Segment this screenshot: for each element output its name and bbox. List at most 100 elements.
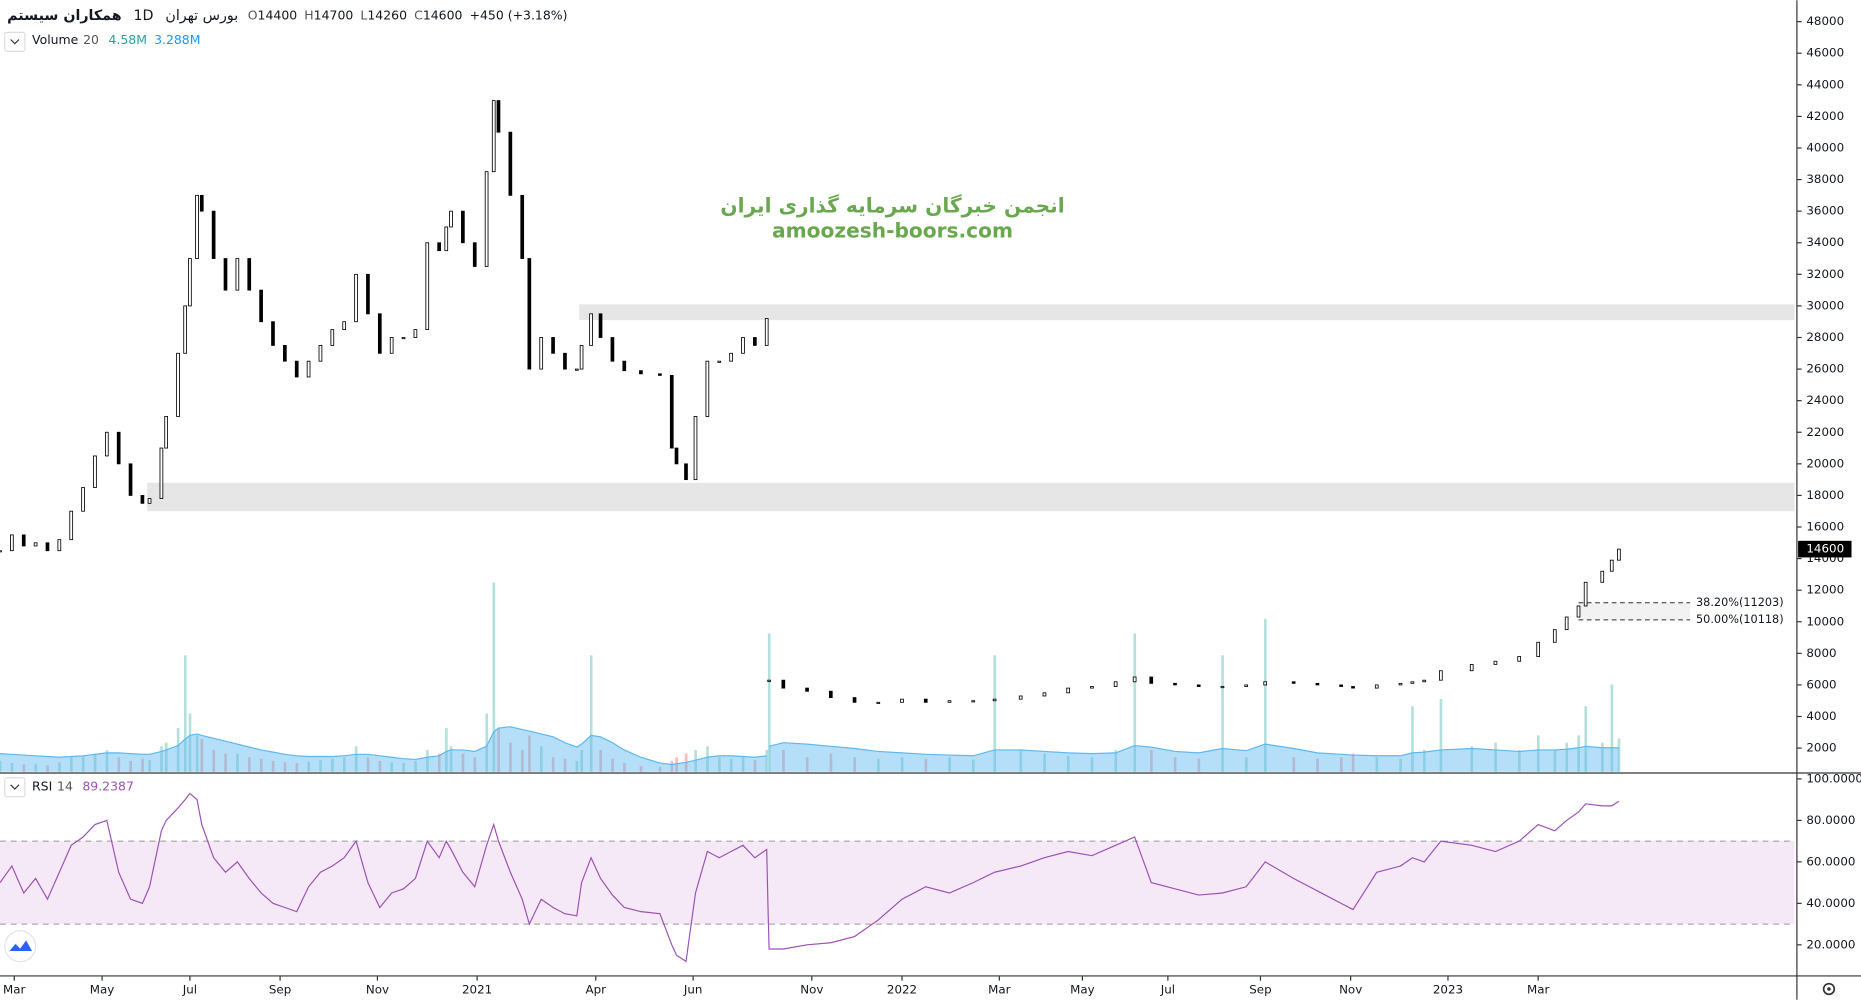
candle [1339, 684, 1343, 687]
volume-bar [753, 760, 757, 772]
candle [579, 344, 584, 370]
candle [674, 447, 679, 465]
candle [1315, 682, 1320, 686]
volume-bar [1221, 655, 1224, 772]
candle [1351, 686, 1355, 689]
candle [472, 242, 477, 267]
x-tick-label: May [1070, 983, 1095, 997]
candle [1439, 670, 1443, 681]
y-tick-label: 44000 [1806, 77, 1844, 91]
volume-bar [183, 655, 187, 772]
collapse-button[interactable] [4, 777, 26, 798]
volume-bar [1150, 749, 1153, 772]
y-tick-label: 42000 [1806, 109, 1844, 123]
x-tick-label: Jun [683, 983, 703, 997]
candle [876, 701, 881, 704]
volume-bar [729, 758, 733, 772]
candle [1196, 684, 1201, 687]
volume-bar [829, 753, 833, 772]
chevron [10, 39, 20, 45]
volume-bar [509, 742, 512, 772]
volume-bar [900, 757, 904, 772]
x-tick-label: 2023 [1433, 983, 1463, 997]
rsi-line [0, 792, 1620, 963]
indicator-name: RSI [32, 779, 52, 794]
volume-bar [271, 760, 275, 772]
x-tick-label: Jul [182, 983, 197, 997]
candle [684, 463, 688, 481]
y-tick-label: 28000 [1806, 330, 1844, 344]
candle [971, 700, 976, 703]
volume-bar [639, 765, 643, 772]
candle [589, 313, 593, 346]
volume-bar [599, 749, 602, 772]
candle [33, 542, 38, 547]
candle [183, 305, 187, 354]
candle [81, 487, 85, 512]
volume-bar [1601, 742, 1604, 772]
candle [147, 498, 152, 504]
candle [93, 455, 97, 488]
candle [598, 313, 603, 338]
volume-bar [1375, 757, 1379, 772]
gear[interactable] [1822, 982, 1836, 996]
volume-bar [1019, 749, 1023, 772]
button-box[interactable] [4, 777, 26, 798]
volume-ma-fill [0, 726, 767, 772]
volume-bar [10, 763, 14, 772]
volume-bar [195, 735, 199, 772]
button-box[interactable] [4, 31, 26, 52]
volume-bar [528, 735, 531, 772]
volume-bar [1339, 757, 1343, 772]
candle [176, 352, 180, 417]
candle [366, 273, 370, 315]
volume-bar [176, 728, 180, 772]
y-tick-label: 48000 [1806, 14, 1844, 28]
indicator-name: Volume [32, 32, 78, 47]
candle [1244, 684, 1249, 687]
x-tick-label: Nov [800, 983, 823, 997]
volume-bar [1066, 755, 1070, 772]
indicator-param: 20 [83, 32, 99, 47]
volume-bar [426, 749, 429, 772]
volume-bar [1351, 753, 1355, 772]
rsi-tick-label: 40.0000 [1806, 896, 1855, 910]
candle [116, 431, 121, 465]
candle [1220, 686, 1225, 689]
y-tick-label: 16000 [1806, 520, 1844, 534]
volume-bar [160, 746, 163, 772]
ohlc-value: 14260 [367, 7, 407, 22]
volume-bar [1610, 684, 1614, 772]
candle [247, 258, 252, 291]
candle [639, 370, 643, 375]
volume-bar [70, 757, 73, 772]
y-tick-label: 18000 [1806, 488, 1844, 502]
candle [377, 313, 382, 354]
logo-circle[interactable] [4, 930, 37, 963]
gear-center [1827, 987, 1831, 991]
candle [1173, 682, 1177, 686]
candle [574, 368, 579, 371]
ohlc-label: L [360, 7, 367, 22]
volume-bar [188, 713, 192, 772]
volume-bar [22, 764, 26, 772]
volume-bar [853, 757, 856, 772]
volume-bar [1617, 738, 1621, 772]
volume-bar [1316, 758, 1319, 772]
volume-bar [805, 757, 809, 772]
settings-button[interactable] [1822, 982, 1836, 996]
candle [1090, 686, 1094, 689]
candle [188, 258, 192, 307]
volume-bar [461, 753, 465, 772]
volume-bar [580, 749, 583, 772]
volume-bar [1411, 706, 1414, 772]
x-tick-label: 2021 [462, 983, 492, 997]
candle [622, 360, 627, 372]
candle [781, 679, 786, 689]
candle [69, 510, 74, 541]
candle [1617, 548, 1621, 561]
collapse-button[interactable] [4, 31, 26, 52]
volume-ma-value: 3.288M [154, 32, 200, 47]
x-tick-label: Mar [1527, 983, 1549, 997]
logo[interactable] [4, 930, 37, 963]
